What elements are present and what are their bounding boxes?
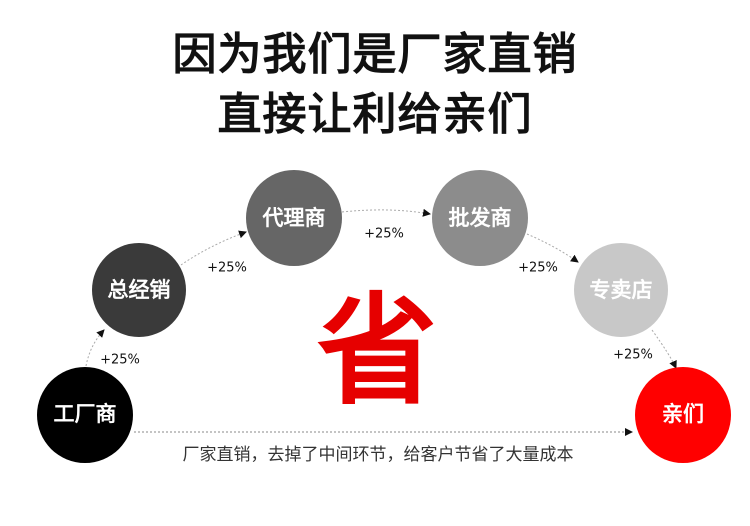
save-character: 省 [317,283,437,422]
svg-text:工厂商: 工厂商 [54,402,117,426]
markup-label: +25% [518,261,558,276]
node-general-distributor: 总经销 [92,243,186,337]
node-customers: 亲们 [635,367,731,463]
markup-label: +25% [207,261,247,276]
direct-sale-note: 厂家直销，去掉了中间环节，给客户节省了大量成本 [183,445,574,465]
arrow-5 [651,329,677,369]
markup-label: +25% [364,227,404,242]
node-factory: 工厂商 [37,367,133,463]
markup-label: +25% [613,348,653,363]
node-store: 专卖店 [574,243,668,337]
title-line-1: 因为我们是厂家直销 [172,29,578,80]
arrow-3 [341,208,431,217]
svg-text:专卖店: 专卖店 [590,278,653,302]
arrow-4 [526,233,579,263]
title-line-2: 直接让利给亲们 [217,89,533,140]
svg-text:亲们: 亲们 [662,402,704,426]
node-agent: 代理商 [246,170,342,266]
svg-text:批发商: 批发商 [449,206,512,230]
markup-label: +25% [100,353,140,368]
svg-text:总经销: 总经销 [108,278,171,302]
svg-text:代理商: 代理商 [262,206,326,230]
node-wholesaler: 批发商 [432,170,528,266]
arrow-1 [85,329,105,367]
